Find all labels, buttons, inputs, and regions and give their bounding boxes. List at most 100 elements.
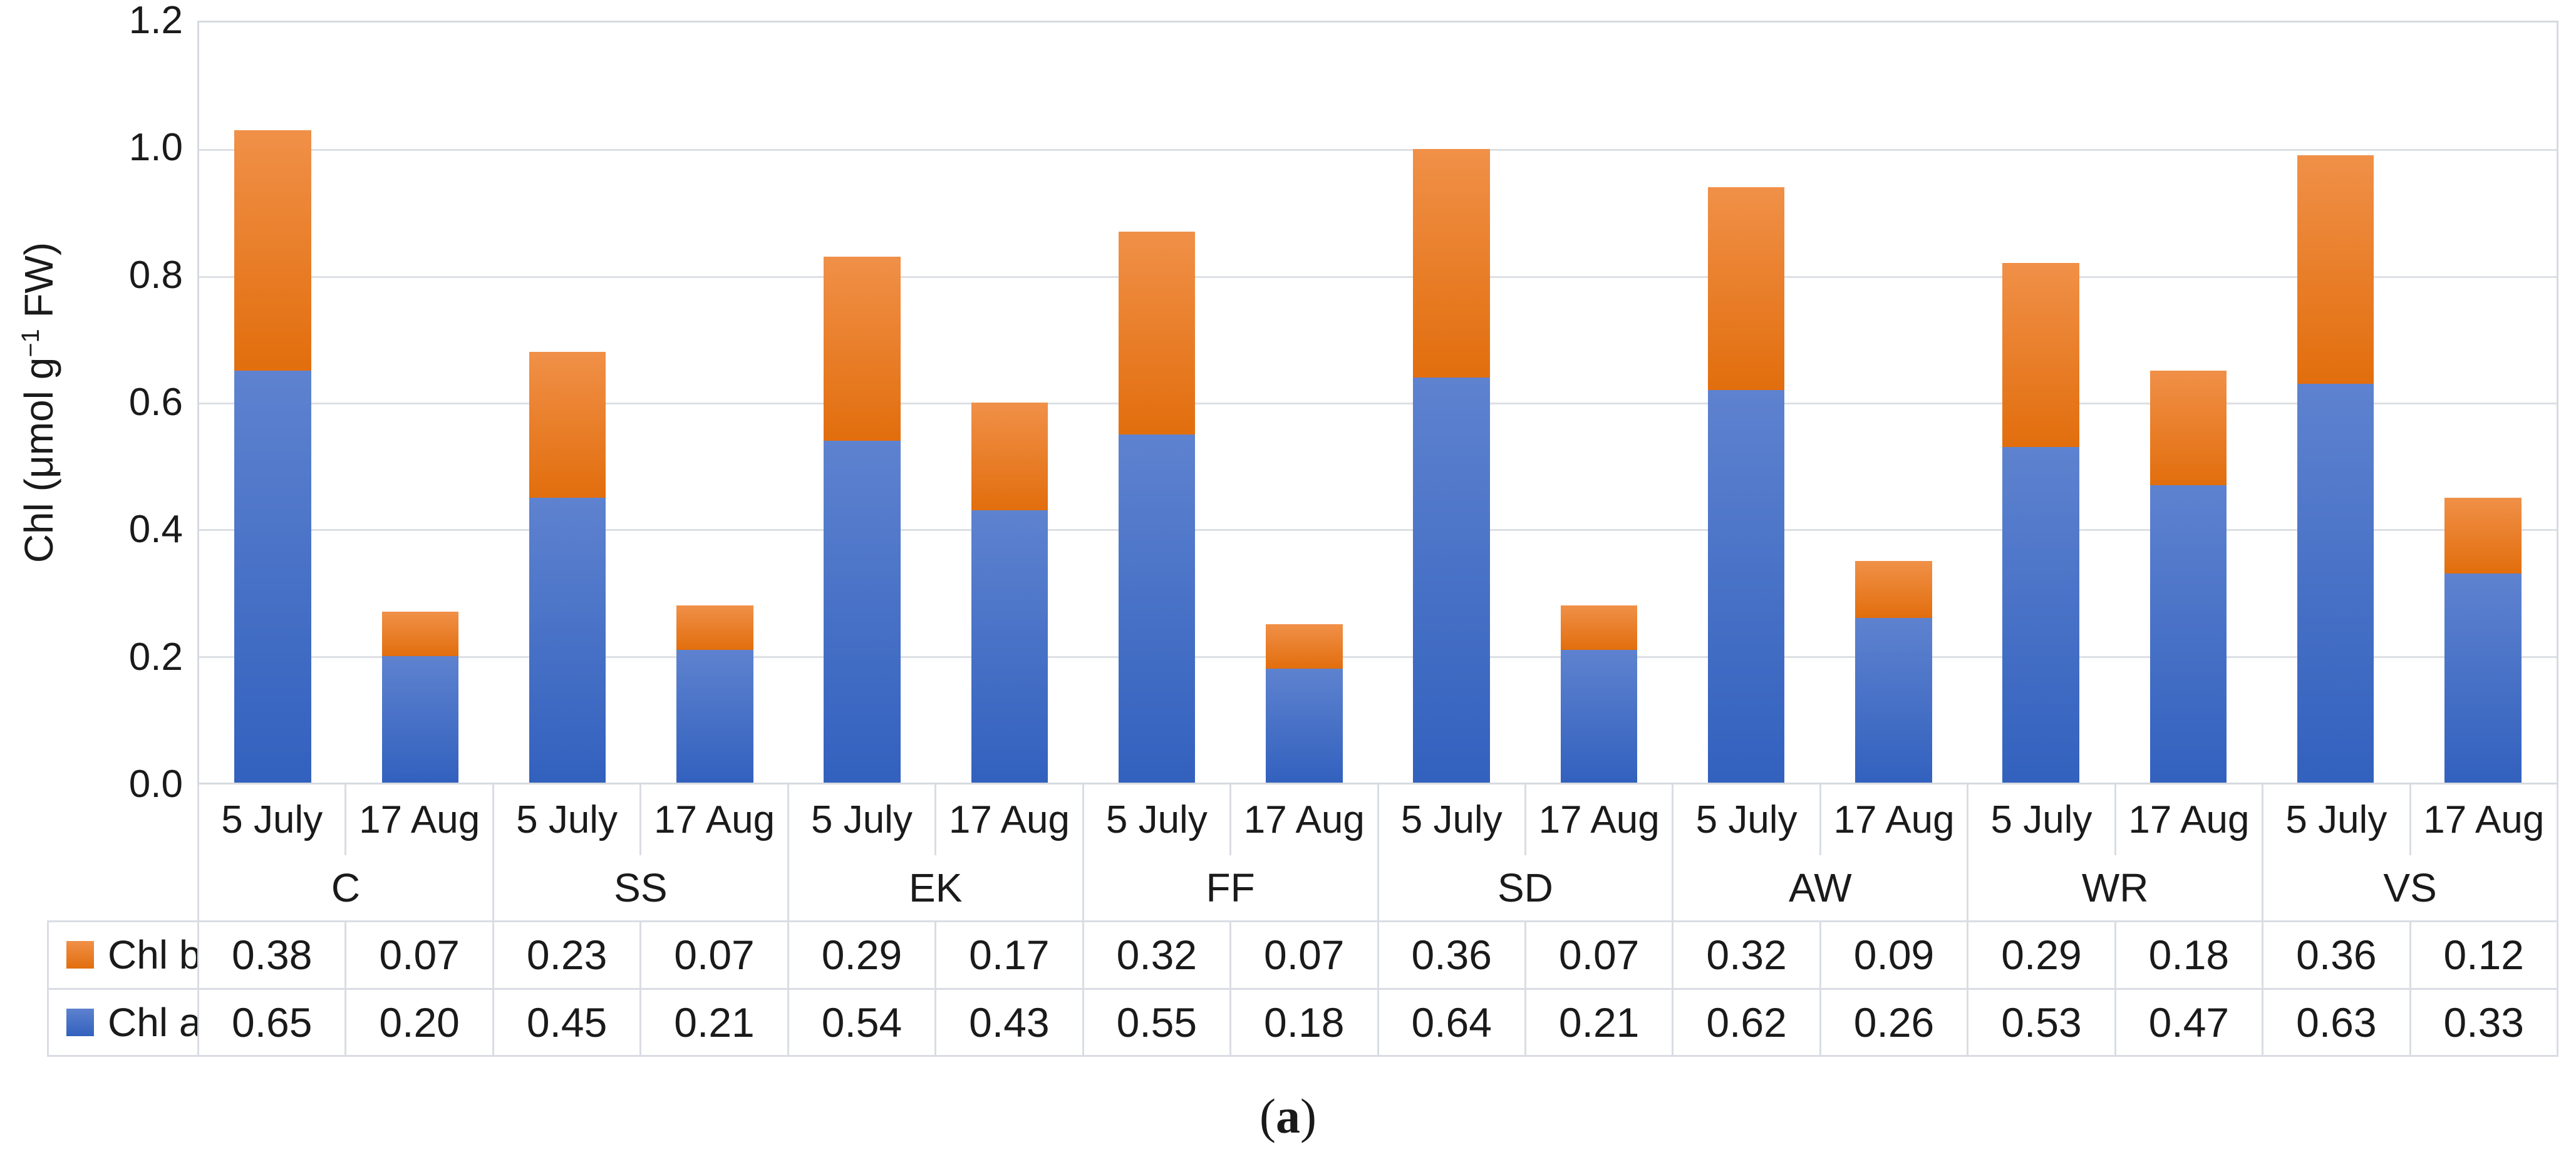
axis-date-label: 5 July: [1379, 784, 1526, 855]
gridline: [199, 275, 2557, 278]
table-value-cell: 0.09: [1821, 922, 1969, 990]
bar-slot-FF-1: [1231, 23, 1378, 783]
axis-date-label: 5 July: [789, 784, 937, 855]
bar-segment-chl-b: [529, 352, 606, 498]
stacked-bar: [1707, 187, 1785, 783]
bar-segment-chl-b: [381, 611, 459, 656]
legend-color-swatch: [66, 1008, 94, 1036]
bar-segment-chl-a: [1118, 434, 1196, 783]
bar-segment-chl-a: [2297, 383, 2374, 783]
table-value-cell: 0.47: [2116, 989, 2264, 1057]
gridline: [199, 529, 2557, 532]
axis-group-label-SD: SD: [1379, 855, 1674, 920]
table-value-cell: 0.55: [1084, 989, 1232, 1057]
bar-segment-chl-a: [1560, 649, 1638, 783]
bar-segment-chl-b: [2444, 497, 2522, 574]
bar-segment-chl-a: [2444, 573, 2522, 783]
axis-group-label-AW: AW: [1673, 855, 1969, 920]
bar-slot-VS-0: [2262, 23, 2409, 783]
y-tick-label: 0.8: [128, 253, 183, 297]
table-value-cell: 0.65: [199, 989, 347, 1057]
stacked-bar: [1855, 560, 1932, 783]
y-tick-label: 0.6: [128, 381, 183, 424]
axis-group-label-SS: SS: [494, 855, 789, 920]
caption-letter: a: [1276, 1089, 1300, 1143]
bar-slot-SS-0: [494, 23, 641, 783]
table-value-cell: 0.64: [1379, 989, 1526, 1057]
legend-label: Chl a: [108, 999, 199, 1045]
bar-segment-chl-b: [1266, 624, 1343, 669]
bar-segment-chl-b: [1118, 231, 1196, 435]
stacked-bar: [381, 611, 459, 783]
stacked-bar: [529, 352, 606, 783]
y-axis-title-exponent: −1: [16, 329, 44, 357]
y-tick-label: 0.0: [128, 763, 183, 806]
table-value-cell: 0.62: [1673, 989, 1821, 1057]
table-value-cell: 0.21: [641, 989, 789, 1057]
axis-date-label: 17 Aug: [1231, 784, 1379, 855]
gridline: [199, 149, 2557, 152]
table-value-cell: 0.33: [2411, 989, 2558, 1057]
axis-date-label: 17 Aug: [2116, 784, 2264, 855]
caption-close-paren: ): [1300, 1089, 1316, 1143]
axis-date-label: 5 July: [197, 784, 347, 855]
bar-segment-chl-b: [824, 257, 901, 441]
stacked-bar: [234, 130, 311, 783]
axis-date-label: 17 Aug: [1821, 784, 1969, 855]
bar-slot-SS-1: [641, 23, 789, 783]
axis-date-label: 5 July: [1084, 784, 1232, 855]
axis-group-label-WR: WR: [1968, 855, 2264, 920]
bar-slot-WR-1: [2114, 23, 2262, 783]
bar-segment-chl-a: [1413, 377, 1490, 783]
stacked-bar: [2149, 371, 2227, 783]
table-value-cell: 0.07: [1526, 922, 1674, 990]
axis-date-label: 17 Aug: [641, 784, 789, 855]
table-value-cell: 0.54: [789, 989, 937, 1057]
table-value-cell: 0.18: [2116, 922, 2264, 990]
table-value-cell: 0.36: [2263, 922, 2411, 990]
legend-cell-chl-b: Chl b: [49, 922, 199, 990]
stacked-bar: [2444, 497, 2522, 783]
stacked-bar: [971, 403, 1048, 783]
stacked-bar: [2002, 263, 2079, 783]
bar-segment-chl-b: [2002, 263, 2079, 447]
table-value-cell: 0.32: [1084, 922, 1232, 990]
bar-segment-chl-a: [2149, 485, 2227, 783]
gridline: [199, 403, 2557, 404]
table-value-cell: 0.07: [1231, 922, 1379, 990]
bar-slot-FF-0: [1084, 23, 1231, 783]
bar-segment-chl-b: [1560, 605, 1638, 650]
table-value-cell: 0.53: [1968, 989, 2116, 1057]
stacked-bar: [1118, 231, 1196, 783]
stacked-bar: [1413, 149, 1490, 783]
axis-date-label: 17 Aug: [2411, 784, 2558, 855]
table-value-cell: 0.20: [346, 989, 494, 1057]
bar-segment-chl-b: [234, 130, 311, 371]
bar-segment-chl-b: [1707, 187, 1785, 390]
bar-slot-EK-1: [936, 23, 1083, 783]
table-value-cell: 0.43: [936, 989, 1084, 1057]
bar-slot-SD-1: [1525, 23, 1672, 783]
table-value-cell: 0.23: [494, 922, 642, 990]
figure-caption: (a): [0, 1088, 2576, 1144]
bars-row: [199, 23, 2557, 783]
bar-segment-chl-a: [1266, 668, 1343, 783]
axis-group-label-VS: VS: [2263, 855, 2558, 920]
table-value-cell: 0.12: [2411, 922, 2558, 990]
caption-open-paren: (: [1260, 1089, 1276, 1143]
table-value-cell: 0.29: [789, 922, 937, 990]
bar-slot-AW-1: [1820, 23, 1967, 783]
gridline: [199, 656, 2557, 658]
legend-cell-chl-a: Chl a: [49, 989, 199, 1057]
bar-segment-chl-b: [2297, 155, 2374, 384]
x-axis-dates-row: 5 July 17 Aug 5 July 17 Aug 5 July 17 Aug 5 Ju…: [197, 784, 2558, 855]
stacked-bar: [2297, 155, 2374, 783]
axis-date-label: 5 July: [2263, 784, 2411, 855]
axis-group-label-FF: FF: [1084, 855, 1379, 920]
data-table: Chl b 0.38 0.07 0.23 0.07 0.29 0.17 0.32 0.07 0.3…: [47, 920, 2558, 1057]
stacked-bar: [1560, 605, 1638, 783]
table-value-cell: 0.07: [641, 922, 789, 990]
bar-segment-chl-a: [971, 510, 1048, 783]
plot-area: [197, 21, 2558, 784]
